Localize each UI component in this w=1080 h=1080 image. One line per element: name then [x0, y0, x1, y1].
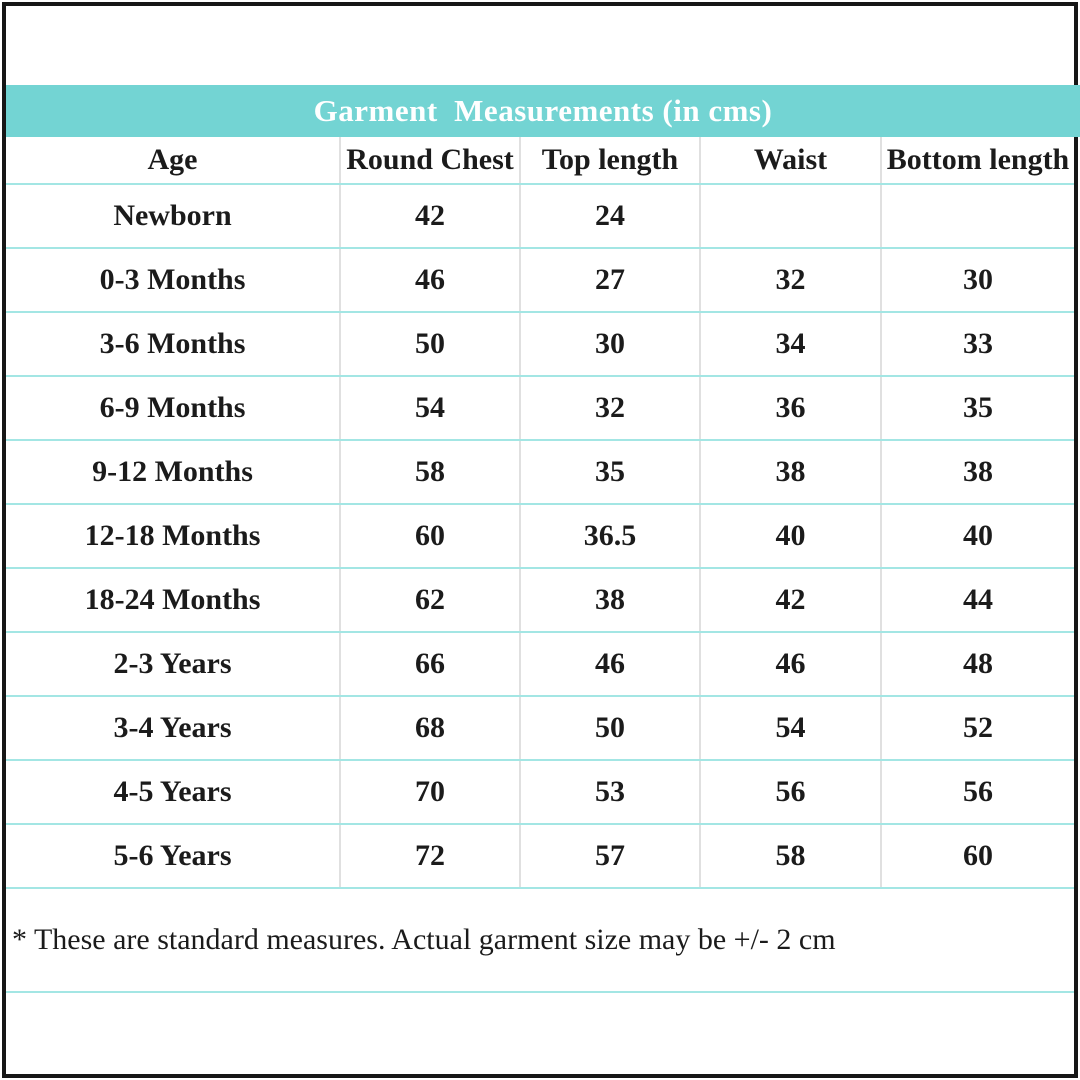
cell-round-chest: 60 — [339, 504, 520, 569]
cell-round-chest: 42 — [339, 184, 520, 249]
cell-top-length: 36.5 — [519, 504, 700, 569]
table-row: 9-12 Months 58 35 38 38 — [6, 440, 1074, 505]
cell-round-chest: 50 — [339, 312, 520, 377]
table-row: 3-6 Months 50 30 34 33 — [6, 312, 1074, 377]
cell-bottom-length: 44 — [880, 568, 1074, 633]
cell-waist: 36 — [699, 376, 881, 441]
header-row: Age Round Chest Top length Waist Bottom … — [6, 137, 1074, 185]
table-row: Newborn 42 24 — [6, 184, 1074, 249]
cell-bottom-length: 56 — [880, 760, 1074, 825]
title-band: Garment Measurements (in cms) — [6, 85, 1080, 137]
cell-bottom-length: 30 — [880, 248, 1074, 313]
cell-round-chest: 72 — [339, 824, 520, 889]
column-header-round-chest: Round Chest — [339, 137, 520, 185]
cell-bottom-length: 38 — [880, 440, 1074, 505]
cell-top-length: 38 — [519, 568, 700, 633]
cell-age: Newborn — [6, 184, 340, 249]
cell-waist — [699, 184, 881, 249]
cell-round-chest: 66 — [339, 632, 520, 697]
cell-top-length: 35 — [519, 440, 700, 505]
cell-waist: 34 — [699, 312, 881, 377]
column-header-top-length: Top length — [519, 137, 700, 185]
cell-round-chest: 54 — [339, 376, 520, 441]
cell-bottom-length: 60 — [880, 824, 1074, 889]
cell-round-chest: 58 — [339, 440, 520, 505]
table-row: 2-3 Years 66 46 46 48 — [6, 632, 1074, 697]
table-row: 5-6 Years 72 57 58 60 — [6, 824, 1074, 889]
cell-waist: 56 — [699, 760, 881, 825]
cell-age: 3-6 Months — [6, 312, 340, 377]
column-header-age: Age — [6, 137, 340, 185]
cell-age: 0-3 Months — [6, 248, 340, 313]
cell-top-length: 46 — [519, 632, 700, 697]
cell-waist: 46 — [699, 632, 881, 697]
cell-top-length: 30 — [519, 312, 700, 377]
cell-top-length: 57 — [519, 824, 700, 889]
cell-round-chest: 62 — [339, 568, 520, 633]
measurements-table: Age Round Chest Top length Waist Bottom … — [6, 137, 1074, 889]
cell-bottom-length: 40 — [880, 504, 1074, 569]
cell-top-length: 32 — [519, 376, 700, 441]
cell-bottom-length: 35 — [880, 376, 1074, 441]
cell-waist: 32 — [699, 248, 881, 313]
table-row: 18-24 Months 62 38 42 44 — [6, 568, 1074, 633]
cell-round-chest: 46 — [339, 248, 520, 313]
cell-age: 3-4 Years — [6, 696, 340, 761]
cell-age: 12-18 Months — [6, 504, 340, 569]
cell-top-length: 53 — [519, 760, 700, 825]
column-header-waist: Waist — [699, 137, 881, 185]
table-row: 4-5 Years 70 53 56 56 — [6, 760, 1074, 825]
cell-age: 6-9 Months — [6, 376, 340, 441]
cell-bottom-length: 48 — [880, 632, 1074, 697]
cell-top-length: 50 — [519, 696, 700, 761]
cell-round-chest: 68 — [339, 696, 520, 761]
cell-age: 4-5 Years — [6, 760, 340, 825]
chart-title: Garment Measurements (in cms) — [313, 93, 773, 128]
cell-age: 18-24 Months — [6, 568, 340, 633]
table-row: 6-9 Months 54 32 36 35 — [6, 376, 1074, 441]
cell-round-chest: 70 — [339, 760, 520, 825]
cell-bottom-length: 52 — [880, 696, 1074, 761]
cell-bottom-length — [880, 184, 1074, 249]
cell-bottom-length: 33 — [880, 312, 1074, 377]
cell-age: 5-6 Years — [6, 824, 340, 889]
cell-waist: 58 — [699, 824, 881, 889]
table-row: 12-18 Months 60 36.5 40 40 — [6, 504, 1074, 569]
table-row: 3-4 Years 68 50 54 52 — [6, 696, 1074, 761]
cell-waist: 38 — [699, 440, 881, 505]
cell-top-length: 24 — [519, 184, 700, 249]
cell-waist: 40 — [699, 504, 881, 569]
cell-top-length: 27 — [519, 248, 700, 313]
cell-age: 2-3 Years — [6, 632, 340, 697]
cell-waist: 42 — [699, 568, 881, 633]
table-row: 0-3 Months 46 27 32 30 — [6, 248, 1074, 313]
column-header-bottom-length: Bottom length — [880, 137, 1074, 185]
cell-age: 9-12 Months — [6, 440, 340, 505]
footnote: * These are standard measures. Actual ga… — [6, 889, 1074, 993]
cell-waist: 54 — [699, 696, 881, 761]
